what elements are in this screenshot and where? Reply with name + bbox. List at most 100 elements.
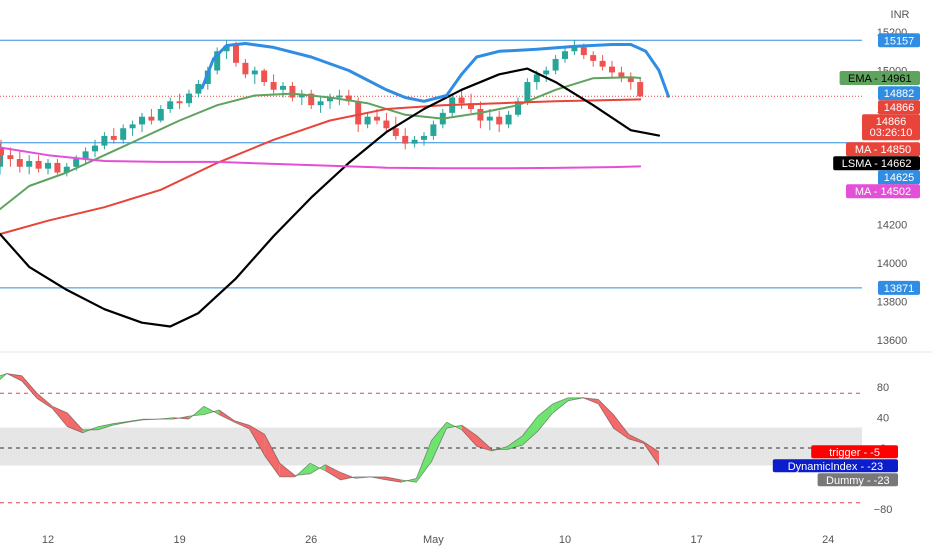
candle [317, 97, 324, 113]
candle [515, 97, 521, 117]
oscillator-fill-segment [613, 414, 629, 439]
candle [458, 89, 465, 109]
candle [110, 128, 117, 144]
candle [45, 159, 51, 175]
oscillator-fill-segment [37, 393, 53, 409]
oscillator-fill-segment [21, 375, 38, 399]
svg-text:DynamicIndex - -23: DynamicIndex - -23 [788, 461, 883, 473]
x-tick-label: 12 [42, 534, 54, 546]
candle [486, 109, 493, 131]
svg-text:14866: 14866 [884, 102, 915, 114]
svg-text:LSMA - 14662: LSMA - 14662 [842, 158, 912, 170]
candle [430, 120, 437, 140]
x-tick-label: 17 [690, 534, 702, 546]
candle [223, 40, 230, 59]
candle [242, 58, 249, 79]
candle [0, 139, 4, 163]
y-tick-label: 14000 [877, 258, 908, 270]
svg-text:EMA - 14961: EMA - 14961 [848, 73, 912, 85]
candle [63, 162, 70, 177]
oscillator-fill-segment [431, 422, 447, 462]
candle [120, 124, 127, 144]
candle [289, 82, 296, 102]
candle [176, 93, 183, 109]
candle [82, 147, 89, 165]
osc-y-tick-label: −80 [874, 504, 893, 516]
candle [336, 89, 343, 106]
svg-text:14866: 14866 [876, 116, 907, 128]
candle [637, 78, 644, 98]
candle [477, 101, 484, 129]
price-label: EMA - 14961 [839, 71, 920, 86]
series-line [0, 98, 642, 236]
svg-text:14625: 14625 [884, 172, 915, 184]
candle [270, 74, 277, 94]
oscillator-fill-segment [552, 397, 568, 414]
candle [251, 66, 258, 84]
price-label: 14882 [878, 86, 920, 101]
svg-text:Dummy - -23: Dummy - -23 [826, 475, 890, 487]
price-label: 15157 [878, 33, 920, 48]
y-tick-label: 13600 [877, 335, 908, 347]
candle [421, 132, 427, 146]
currency-label: INR [891, 9, 910, 21]
y-tick-label: 14200 [877, 220, 908, 232]
svg-text:13871: 13871 [884, 283, 915, 295]
oscillator-fill-segment [522, 416, 538, 445]
oscillator-fill-segment [325, 464, 341, 480]
candle [552, 55, 559, 75]
series-line [0, 67, 661, 328]
candle [543, 66, 550, 83]
candle [383, 112, 390, 133]
oscillator-fill-segment [598, 399, 614, 429]
candle [148, 109, 155, 125]
oscillator-line [0, 373, 660, 483]
candle [599, 55, 606, 71]
x-tick-label: May [423, 534, 444, 546]
oscillator-fill-segment [492, 446, 508, 452]
candle [298, 89, 305, 106]
svg-text:03:26:10: 03:26:10 [870, 127, 913, 139]
candle [129, 120, 136, 136]
x-tick-label: 10 [559, 534, 571, 546]
candle [392, 116, 399, 140]
candle [35, 155, 42, 173]
x-tick-label: 19 [173, 534, 185, 546]
svg-text:14882: 14882 [884, 88, 915, 100]
candle [590, 51, 597, 67]
series-line [0, 76, 642, 211]
candle [618, 66, 625, 83]
series-line [0, 146, 642, 170]
candle [214, 47, 221, 75]
candle [402, 128, 409, 150]
svg-text:MA - 14850: MA - 14850 [855, 144, 911, 156]
candle [505, 110, 512, 129]
x-axis: 12 19 26 May 10 17 24 [42, 534, 834, 546]
oscillator-line [0, 373, 660, 483]
svg-text:MA - 14502: MA - 14502 [855, 186, 911, 198]
candle [139, 112, 145, 133]
candle [562, 47, 568, 63]
series-line [200, 42, 670, 103]
x-tick-label: 26 [305, 534, 317, 546]
osc-y-tick-label: 80 [877, 382, 889, 394]
price-label: LSMA - 14662 [833, 156, 920, 171]
osc-y-tick-label: 40 [877, 413, 889, 425]
candle [627, 72, 634, 90]
candle [327, 93, 333, 109]
candle [186, 89, 192, 108]
oscillator-fill-segment [537, 403, 553, 432]
candle [92, 139, 98, 158]
candle [101, 132, 108, 150]
oscillator-fill-segment [249, 425, 265, 456]
candle [308, 89, 315, 109]
x-tick-label: 24 [822, 534, 834, 546]
candle [195, 80, 202, 98]
price-label: MA - 14502 [846, 184, 920, 199]
candle [364, 112, 371, 129]
svg-text:trigger - -5: trigger - -5 [829, 447, 880, 459]
candle [167, 97, 174, 113]
oscillator-fill-segment [264, 434, 280, 477]
